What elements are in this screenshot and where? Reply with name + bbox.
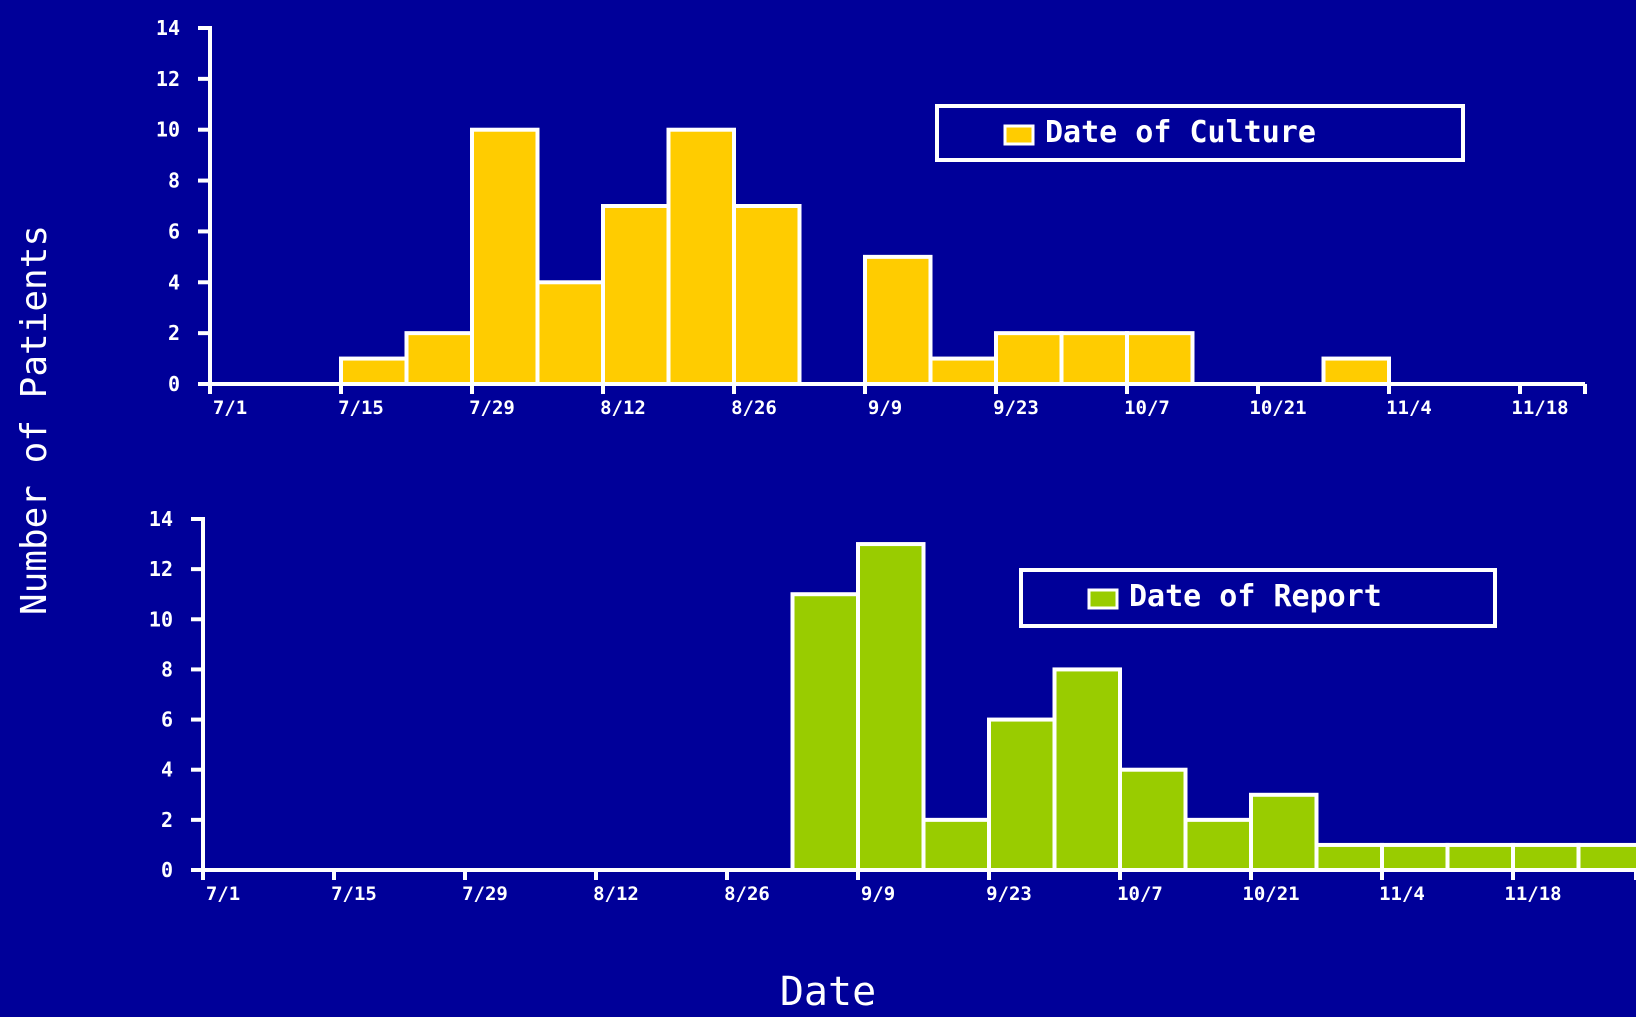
bar-13: [1324, 359, 1390, 384]
y-axis-title: Number of Patients: [14, 225, 55, 615]
x-tick-label: 10/21: [1242, 883, 1299, 905]
bar-5: [1055, 669, 1121, 870]
legend: Date of Culture: [937, 106, 1463, 160]
bar-7: [734, 206, 800, 384]
bar-12: [1127, 333, 1193, 384]
bar-6: [669, 130, 735, 384]
x-tick-label: 7/1: [206, 883, 240, 905]
x-tick-label: 10/7: [1117, 883, 1163, 905]
bar-13: [1579, 845, 1636, 870]
y-tick-label: 6: [168, 219, 180, 243]
bar-9: [931, 359, 997, 384]
bar-3: [924, 820, 990, 870]
x-tick-label: 8/12: [593, 883, 639, 905]
y-tick-label: 8: [168, 169, 180, 193]
x-tick-label: 11/18: [1511, 397, 1568, 419]
y-tick-label: 4: [168, 270, 180, 294]
bar-10: [1382, 845, 1448, 870]
y-tick-label: 10: [149, 607, 173, 631]
y-tick-label: 6: [161, 708, 173, 732]
x-tick-label: 11/4: [1386, 397, 1432, 419]
x-tick-label: 11/18: [1504, 883, 1561, 905]
x-tick-label: 7/29: [469, 397, 515, 419]
x-tick-label: 7/1: [213, 397, 247, 419]
bar-6: [1120, 770, 1186, 870]
x-tick-label: 7/15: [331, 883, 377, 905]
x-tick-label: 7/15: [338, 397, 384, 419]
bar-8: [1251, 795, 1317, 870]
x-tick-label: 9/23: [993, 397, 1039, 419]
bar-7: [1186, 820, 1252, 870]
x-tick-label: 10/21: [1249, 397, 1306, 419]
y-tick-label: 12: [149, 557, 173, 581]
x-tick-label: 8/26: [731, 397, 777, 419]
y-tick-label: 14: [149, 507, 173, 531]
bar-2: [407, 333, 473, 384]
bar-4: [989, 720, 1055, 870]
bar-5: [603, 206, 669, 384]
x-tick-label: 9/23: [986, 883, 1032, 905]
bar-9: [1317, 845, 1383, 870]
y-tick-label: 0: [168, 372, 180, 396]
bar-8: [865, 257, 931, 384]
x-tick-label: 9/9: [868, 397, 902, 419]
legend-swatch: [1005, 126, 1033, 144]
bar-1: [341, 359, 407, 384]
x-tick-label: 10/7: [1124, 397, 1170, 419]
panel-2: 0 2 4 6 8 10 12 14 7/1 7/15 7/29 8/12 8/26 9/9 9/23 10/…: [149, 507, 1636, 905]
bar-2: [858, 544, 924, 870]
y-tick-label: 4: [161, 758, 173, 782]
bar-4: [538, 282, 604, 384]
legend-swatch: [1089, 590, 1117, 608]
legend-label: Date of Report: [1129, 579, 1382, 614]
y-tick-label: 8: [161, 657, 173, 681]
panel-1: 0 2 4 6 8 10 12 14 7/1 7/15 7/29 8/12 8/26 9/9 9/23 10/…: [156, 16, 1585, 419]
x-tick-label: 8/12: [600, 397, 646, 419]
bar-1: [793, 594, 859, 870]
y-tick-label: 2: [168, 321, 180, 345]
y-tick-label: 2: [161, 808, 173, 832]
x-tick-label: 8/26: [724, 883, 770, 905]
bar-11: [1448, 845, 1514, 870]
x-tick-label: 7/29: [462, 883, 508, 905]
x-tick-label: 11/4: [1379, 883, 1425, 905]
bar-12: [1513, 845, 1579, 870]
y-tick-label: 0: [161, 858, 173, 882]
bar-10: [996, 333, 1062, 384]
legend-label: Date of Culture: [1045, 115, 1316, 150]
x-axis-title: Date: [780, 969, 876, 1013]
bar-11: [1062, 333, 1128, 384]
x-tick-label: 9/9: [861, 883, 895, 905]
y-tick-label: 12: [156, 67, 180, 91]
legend: Date of Report: [1021, 570, 1495, 626]
y-tick-label: 14: [156, 16, 180, 40]
bar-3: [472, 130, 538, 384]
y-tick-label: 10: [156, 118, 180, 142]
